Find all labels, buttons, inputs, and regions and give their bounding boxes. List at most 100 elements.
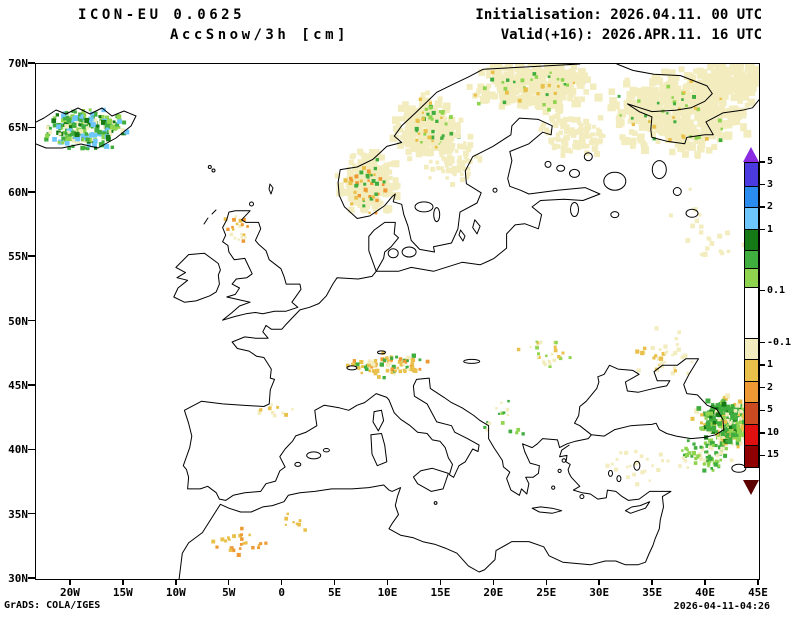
colorbar-segment — [745, 402, 758, 424]
x-tick-mark — [492, 580, 495, 585]
island-rhodes — [579, 494, 585, 500]
x-tick-label: 15W — [112, 586, 133, 599]
y-tick-mark — [28, 384, 35, 386]
lake-beysehir — [616, 475, 622, 483]
valid-time-label: Valid(+16): 2026.APR.11. 16 UTC — [500, 27, 762, 43]
colorbar-label: 2 — [767, 381, 774, 393]
lake-tuz — [633, 460, 641, 471]
colorbar-label: 1 — [767, 223, 774, 235]
lake-constance — [377, 350, 386, 355]
x-tick-label: 5E — [327, 586, 342, 599]
island-oland — [458, 229, 466, 242]
colorbar-tick — [760, 228, 765, 231]
colorbar-tick — [760, 454, 765, 457]
island-malta — [433, 501, 438, 505]
coast-denmark — [368, 221, 399, 272]
map-plot-area — [35, 63, 760, 580]
lake-egirdir — [608, 469, 613, 477]
y-tick-label: 55N — [8, 250, 28, 264]
lake-rybinsk — [685, 208, 699, 218]
island-aland — [492, 187, 498, 193]
x-tick-label: 45E — [748, 586, 768, 599]
y-tick-label: 70N — [8, 57, 28, 70]
island-corsica — [372, 409, 385, 432]
x-tick-label: 25E — [536, 586, 557, 599]
colorbar-segment — [745, 445, 758, 467]
x-tick-mark — [333, 580, 336, 585]
y-tick-label: 45N — [8, 378, 28, 392]
colorbar-segment — [745, 163, 758, 186]
island-sardinia — [370, 433, 388, 467]
lake-oulu — [544, 160, 552, 168]
lake-onega — [651, 160, 667, 180]
island-hebrides — [203, 209, 217, 225]
lake-paijanne — [556, 164, 566, 172]
lake-pielinen — [583, 152, 593, 162]
island-lesbos — [561, 458, 567, 463]
y-tick-label: 50N — [8, 314, 28, 328]
y-tick-mark — [28, 319, 35, 322]
x-tick-label: 10E — [377, 586, 398, 599]
x-tick-label: 0 — [278, 586, 285, 599]
colorbar-segment — [745, 185, 758, 208]
colorbar-tick — [760, 386, 765, 389]
variable-title: AccSnow/3h [cm] — [170, 27, 349, 43]
island-orkney — [249, 201, 254, 207]
island-mallorca — [306, 451, 322, 460]
colorbar-label: 0.1 — [767, 284, 786, 296]
island-menorca — [322, 448, 330, 453]
x-tick-label: 40E — [695, 586, 715, 599]
lake-van — [731, 463, 747, 473]
x-tick-mark — [386, 580, 389, 585]
y-tick-label: 35N — [8, 507, 28, 521]
colorbar-tick — [760, 364, 765, 366]
colorbar-label: 10 — [767, 426, 780, 438]
creation-timestamp: 2026-04-11-04:26 — [673, 601, 770, 612]
colorbar-label: 5 — [767, 156, 774, 167]
colorbar-segment — [745, 268, 758, 287]
island-crete — [531, 506, 563, 514]
y-tick-mark — [28, 191, 35, 193]
x-tick-mark — [227, 580, 230, 585]
x-tick-mark — [122, 580, 124, 585]
colorbar-arrow-up — [743, 147, 759, 162]
colorbar-tick — [760, 183, 765, 186]
x-tick-mark — [175, 580, 177, 585]
island-funen — [387, 248, 399, 259]
colorbar-segment — [745, 359, 758, 381]
initialisation-label: Initialisation: 2026.04.11. 00 UTC — [475, 7, 762, 23]
colorbar-segment — [745, 207, 758, 229]
island-cyprus — [624, 501, 651, 514]
x-tick-mark — [598, 580, 600, 585]
lakes — [346, 152, 747, 483]
colorbar-segment — [745, 250, 758, 269]
x-tick-mark — [757, 580, 759, 585]
x-tick-label: 20E — [483, 586, 504, 599]
x-tick-label: 35E — [642, 586, 663, 599]
y-tick-label: 40N — [8, 443, 28, 457]
island-sicily — [412, 467, 449, 492]
lake-balaton — [463, 358, 481, 364]
y-tick-mark — [28, 448, 35, 450]
grads-credit: GrADS: COLA/IGES — [4, 600, 101, 611]
island-shetland — [268, 183, 274, 195]
lake-ladoga — [603, 171, 627, 191]
island-gotland — [472, 219, 481, 235]
coastlines — [36, 64, 759, 579]
y-tick-mark — [28, 62, 35, 64]
colorbar-segment — [745, 380, 758, 403]
europe-map — [36, 64, 759, 579]
colorbar-label: 1 — [767, 359, 774, 371]
y-tick-mark — [28, 577, 35, 579]
y-tick-mark — [28, 255, 35, 257]
y-tick-label: 30N — [8, 572, 28, 585]
colorbar-segment — [745, 337, 758, 360]
lake-saimaa — [569, 168, 580, 178]
colorbar-tick — [760, 409, 765, 412]
island-great-britain — [222, 210, 302, 321]
lake-geneva — [346, 365, 358, 371]
island-faroe-2 — [211, 168, 216, 173]
x-tick-mark — [704, 580, 706, 585]
x-tick-mark — [651, 580, 653, 585]
